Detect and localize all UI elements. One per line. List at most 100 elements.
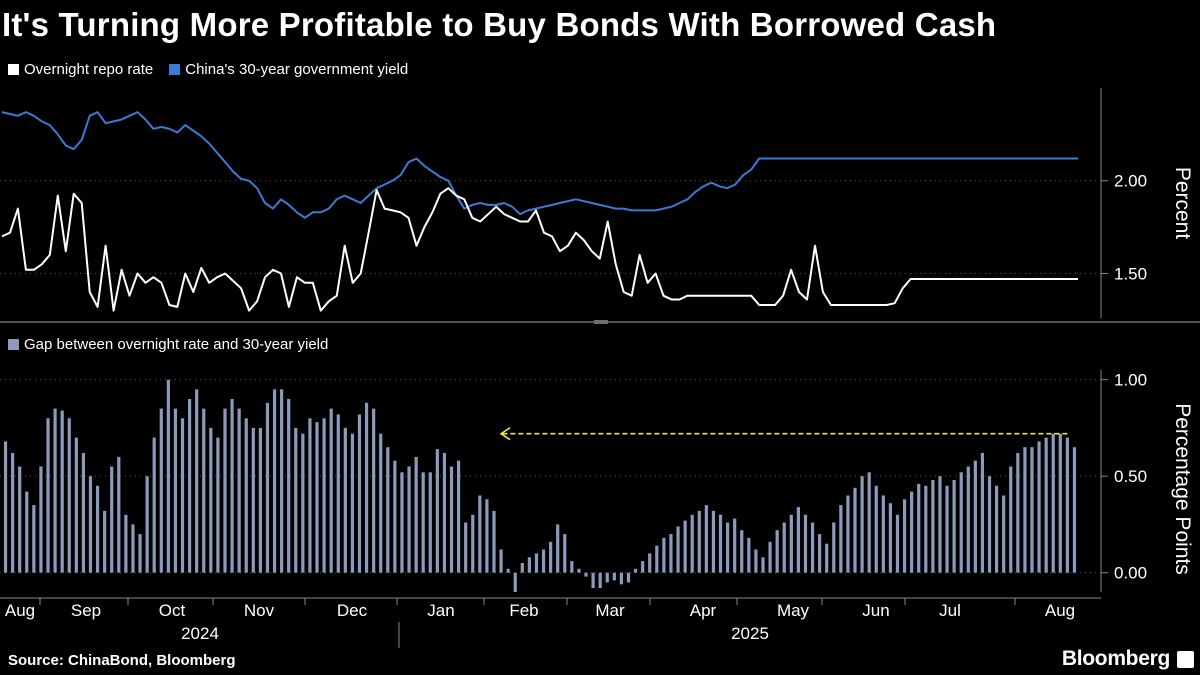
- legend-gap-label: Gap between overnight rate and 30-year y…: [24, 336, 329, 353]
- gap-bar: [825, 543, 829, 573]
- gap-bar: [789, 514, 793, 573]
- gap-bar: [280, 389, 284, 573]
- gap-bar: [676, 526, 680, 573]
- gap-bar: [258, 427, 262, 573]
- annotation-arrow-head: [499, 427, 511, 441]
- gap-bar: [1016, 453, 1020, 573]
- yield-line: [1, 111, 1078, 219]
- gap-bar: [166, 379, 170, 573]
- gap-bar: [633, 568, 638, 573]
- gap-bar: [216, 437, 220, 573]
- gap-bar: [287, 399, 291, 573]
- legend-yield: China's 30-year government yield: [169, 61, 408, 78]
- gap-bar: [577, 568, 581, 573]
- legend-gap: Gap between overnight rate and 30-year y…: [8, 336, 328, 353]
- gap-bar: [343, 427, 347, 573]
- gap-bar: [336, 414, 340, 573]
- gap-bar: [733, 518, 737, 573]
- gap-bar: [966, 466, 970, 573]
- gap-bar: [740, 530, 744, 573]
- gap-bar: [449, 466, 454, 573]
- gap-bar: [265, 402, 270, 573]
- legend-yield-swatch: [169, 64, 181, 75]
- gap-bar: [619, 572, 624, 585]
- gap-bar: [910, 491, 914, 573]
- x-month-label: Oct: [159, 601, 186, 620]
- gap-bar: [272, 389, 277, 573]
- gap-bar: [924, 485, 928, 573]
- gap-bar: [973, 460, 977, 573]
- source-note: Source: ChinaBond, Bloomberg: [8, 652, 236, 669]
- gap-bar: [520, 563, 524, 573]
- gap-bar: [237, 408, 241, 573]
- gap-bar: [67, 418, 71, 573]
- x-month-label: Aug: [5, 601, 35, 620]
- gap-bar: [357, 414, 362, 573]
- gap-bar: [832, 522, 836, 573]
- gap-bar: [902, 499, 907, 573]
- gap-bar: [251, 427, 255, 573]
- gap-bar: [980, 453, 985, 573]
- gap-bar: [393, 460, 397, 573]
- gap-bar: [103, 510, 107, 573]
- gap-bar: [88, 476, 93, 573]
- panel-divider-handle: [594, 320, 608, 324]
- bottom-y-tick-label: 0.50: [1114, 467, 1147, 486]
- gap-bar: [959, 472, 963, 573]
- gap-bar: [867, 472, 871, 573]
- gap-bar: [952, 480, 956, 573]
- gap-bar: [386, 447, 390, 573]
- gap-bar: [74, 437, 78, 573]
- gap-bar: [534, 553, 539, 573]
- gap-bar: [747, 537, 751, 573]
- gap-bar: [173, 408, 178, 573]
- x-month-label: Feb: [509, 601, 538, 620]
- gap-bar: [612, 572, 616, 581]
- gap-bar: [556, 524, 560, 573]
- gap-bar: [669, 534, 673, 573]
- gap-bar: [1009, 466, 1013, 573]
- gap-bar: [379, 433, 383, 573]
- gap-bar: [414, 456, 418, 573]
- gap-bar: [124, 514, 128, 573]
- gap-bar: [81, 453, 86, 573]
- gap-bar: [853, 487, 857, 573]
- gap-bar: [53, 408, 57, 573]
- gap-bar: [541, 549, 546, 573]
- gap-bar: [364, 402, 369, 573]
- gap-bar: [506, 568, 510, 573]
- gap-bar: [987, 476, 992, 573]
- bloomberg-logo: Bloomberg: [1061, 647, 1170, 670]
- gap-bar: [598, 572, 602, 589]
- gap-bar: [407, 466, 411, 573]
- x-month-label: Jan: [427, 601, 454, 620]
- gap-bar: [563, 534, 567, 573]
- gap-bar: [223, 408, 227, 573]
- gap-bar: [1072, 447, 1077, 573]
- gap-bar: [18, 466, 22, 573]
- gap-bar: [1044, 437, 1048, 573]
- x-month-label: Sep: [71, 601, 101, 620]
- legend-repo: Overnight repo rate: [8, 61, 153, 78]
- gap-bar: [95, 485, 100, 573]
- gap-bar: [421, 472, 425, 573]
- gap-bar: [32, 505, 36, 573]
- x-month-label: Mar: [595, 601, 625, 620]
- gap-bar: [25, 491, 29, 573]
- gap-bar: [662, 537, 666, 573]
- gap-bar: [1023, 447, 1027, 573]
- gap-bar: [945, 485, 949, 573]
- gap-bar: [818, 534, 822, 573]
- gap-bar: [322, 418, 326, 573]
- gap-bar: [527, 557, 531, 573]
- legend-repo-swatch: [8, 64, 19, 75]
- gap-bar: [839, 505, 843, 573]
- gap-bar: [549, 541, 553, 573]
- x-month-label: Apr: [690, 601, 717, 620]
- gap-bar: [626, 572, 631, 583]
- x-month-label: Jun: [862, 601, 889, 620]
- gap-bar: [308, 418, 312, 573]
- x-month-label: Aug: [1045, 601, 1075, 620]
- gap-bar: [457, 460, 461, 573]
- gap-bar: [1037, 441, 1041, 573]
